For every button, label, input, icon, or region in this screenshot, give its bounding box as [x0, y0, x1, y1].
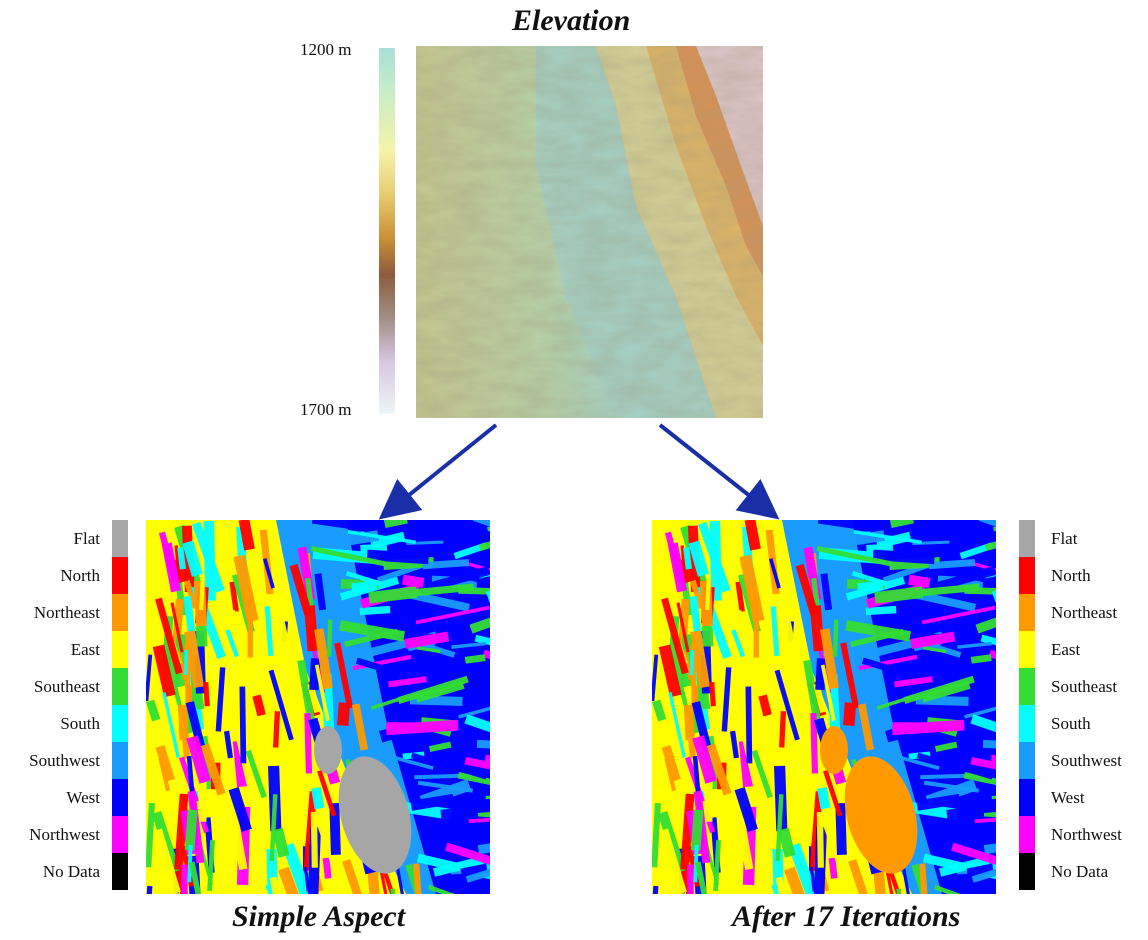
legend-swatch: [1019, 742, 1035, 779]
legend-swatch: [112, 779, 128, 816]
legend-label: Flat: [73, 529, 100, 548]
legend-label: Southeast: [33, 677, 100, 696]
legend-item: Southeast: [1019, 668, 1148, 705]
legend-item: No Data: [0, 853, 128, 890]
legend-swatch: [1019, 668, 1035, 705]
legend-swatch: [112, 594, 128, 631]
legend-label: North: [60, 566, 100, 585]
arrow-to-simple-aspect: [378, 423, 498, 520]
legend-swatch: [1019, 705, 1035, 742]
legend-label: Southwest: [1051, 751, 1122, 770]
legend-label: Southwest: [29, 751, 100, 770]
legend-swatch: [112, 668, 128, 705]
legend-item: North: [0, 557, 128, 594]
legend-label: East: [70, 640, 100, 659]
legend-label: South: [1051, 714, 1091, 733]
legend-item: East: [0, 631, 128, 668]
elevation-scale-bottom-label: 1700 m: [300, 400, 352, 419]
legend-item: Northwest: [1019, 816, 1148, 853]
legend-item: No Data: [1019, 853, 1148, 890]
legend-item: Northwest: [0, 816, 128, 853]
elevation-color-bar: [379, 48, 395, 414]
legend-item: Southwest: [0, 742, 128, 779]
legend-label: East: [1051, 640, 1081, 659]
legend-swatch: [1019, 520, 1035, 557]
elevation-scale-top-label: 1200 m: [300, 40, 352, 59]
legend-right: Flat North Northeast East Southeast South Sout…: [1019, 520, 1148, 890]
legend-item: Flat: [0, 520, 128, 557]
iterations-title: After 17 Iterations: [732, 900, 961, 933]
legend-item: Southwest: [1019, 742, 1148, 779]
legend-item: Northeast: [1019, 594, 1148, 631]
legend-item: South: [1019, 705, 1148, 742]
legend-label: Northeast: [1051, 603, 1118, 622]
legend-label: Northwest: [1051, 825, 1122, 844]
legend-item: West: [0, 779, 128, 816]
legend-swatch: [1019, 779, 1035, 816]
arrow-to-iterations: [658, 423, 780, 520]
legend-label: No Data: [1051, 862, 1109, 881]
legend-swatch: [1019, 816, 1035, 853]
legend-item: South: [0, 705, 128, 742]
legend-label: West: [66, 788, 100, 807]
legend-swatch: [1019, 594, 1035, 631]
legend-item: East: [1019, 631, 1148, 668]
elevation-map: [416, 46, 763, 418]
simple-aspect-title: Simple Aspect: [232, 900, 406, 933]
legend-left: Flat North Northeast East Southeast South Sout…: [0, 520, 128, 890]
legend-swatch: [112, 853, 128, 890]
legend-item: Northeast: [0, 594, 128, 631]
legend-swatch: [112, 705, 128, 742]
legend-label: No Data: [42, 862, 100, 881]
legend-swatch: [112, 742, 128, 779]
legend-swatch: [1019, 631, 1035, 668]
legend-label: South: [60, 714, 100, 733]
elevation-title: Elevation: [512, 4, 631, 37]
legend-swatch: [112, 816, 128, 853]
simple-aspect-map: [146, 520, 490, 894]
legend-label: Northwest: [29, 825, 100, 844]
legend-item: Southeast: [0, 668, 128, 705]
legend-swatch: [112, 631, 128, 668]
legend-label: Northeast: [33, 603, 100, 622]
legend-item: West: [1019, 779, 1148, 816]
legend-swatch: [112, 557, 128, 594]
legend-label: Southeast: [1051, 677, 1118, 696]
legend-swatch: [1019, 853, 1035, 890]
legend-swatch: [1019, 557, 1035, 594]
iterations-aspect-map: [652, 520, 996, 894]
legend-label: North: [1051, 566, 1091, 585]
legend-label: West: [1051, 788, 1085, 807]
legend-label: Flat: [1051, 529, 1078, 548]
legend-swatch: [112, 520, 128, 557]
legend-item: Flat: [1019, 520, 1148, 557]
legend-item: North: [1019, 557, 1148, 594]
